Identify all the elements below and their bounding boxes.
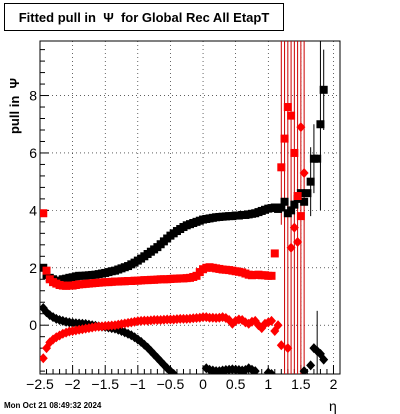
y-tick-label: 2	[29, 260, 37, 276]
x-tick-label: 1.5	[291, 376, 311, 392]
x-tick-label: 2	[330, 376, 338, 392]
data-point-square	[283, 103, 292, 112]
data-point-square	[306, 177, 315, 186]
x-tick-label: 0.5	[226, 376, 246, 392]
data-point-diamond	[293, 236, 303, 247]
x-tick-label: −2	[65, 376, 81, 392]
data-point-square	[280, 134, 289, 143]
data-point-diamond	[40, 353, 48, 364]
data-point-square	[300, 197, 309, 206]
data-point-diamond	[283, 343, 293, 354]
data-point-square	[290, 148, 299, 157]
data-point-diamond	[289, 222, 299, 233]
data-point-square	[319, 85, 328, 94]
data-point-diamond	[267, 315, 277, 326]
data-point-diamond	[169, 369, 179, 374]
y-tick-label: 6	[29, 145, 37, 161]
data-point-square	[280, 197, 289, 206]
data-point-diamond	[299, 366, 309, 374]
data-point-diamond	[296, 122, 306, 133]
chart-title-box: Fitted pull in Ψ for Global Rec All Etap…	[4, 3, 284, 31]
data-point-square	[313, 154, 322, 163]
data-point-diamond	[273, 320, 283, 331]
data-point-diamond	[299, 168, 309, 179]
data-point-square	[277, 203, 286, 212]
data-point-square	[287, 206, 296, 215]
data-point-diamond	[40, 302, 48, 313]
chart-title: Fitted pull in Ψ for Global Rec All Etap…	[18, 9, 270, 25]
data-point-diamond	[286, 242, 296, 253]
timestamp: Mon Oct 21 08:49:32 2024	[4, 401, 102, 410]
data-point-square	[42, 266, 51, 275]
y-axis-label: pull in Ψ	[7, 78, 22, 135]
x-tick-label: 1	[264, 376, 272, 392]
x-axis-label: η	[329, 398, 337, 414]
data-point-square	[296, 212, 305, 221]
data-point-square	[267, 271, 276, 280]
y-tick-label: 8	[29, 88, 37, 104]
y-tick-label: 0	[29, 317, 37, 333]
x-tick-label: 0	[199, 376, 207, 392]
data-point-square	[293, 192, 302, 201]
data-point-diamond	[306, 360, 316, 371]
x-tick-label: −0.5	[157, 376, 185, 392]
y-tick-label: 4	[29, 202, 37, 218]
data-point-square	[303, 189, 312, 198]
data-point-diamond	[250, 366, 260, 374]
data-point-square	[270, 249, 279, 258]
data-point-square	[316, 120, 325, 129]
data-point-diamond	[267, 369, 277, 374]
x-tick-label: −1	[130, 376, 146, 392]
data-point-diamond	[276, 340, 286, 351]
data-point-square	[290, 200, 299, 209]
x-tick-label: −1.5	[91, 376, 119, 392]
data-point-square	[277, 163, 286, 172]
x-tick-label: −2.5	[26, 376, 54, 392]
data-point-diamond	[319, 354, 329, 365]
data-point-square	[287, 111, 296, 120]
data-point-square	[40, 209, 48, 218]
